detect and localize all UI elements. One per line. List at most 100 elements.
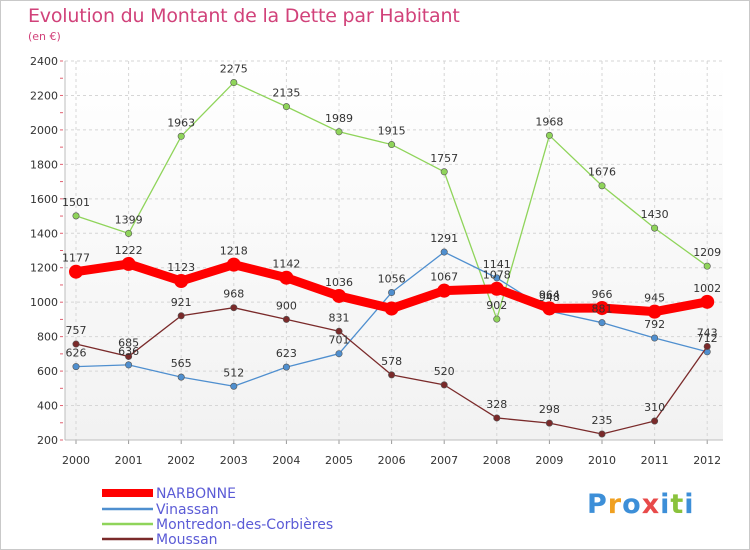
data-label: 1915 — [378, 125, 406, 138]
data-label: 902 — [486, 299, 507, 312]
data-label: 1501 — [62, 196, 90, 209]
data-point — [177, 312, 185, 320]
series-2 — [72, 79, 711, 323]
data-label: 966 — [592, 288, 613, 301]
data-point — [647, 304, 662, 319]
y-tick-label: 2200 — [30, 89, 58, 102]
data-label: 948 — [539, 291, 560, 304]
data-point — [332, 288, 346, 303]
data-point — [440, 381, 448, 389]
x-tick-label: 2007 — [430, 454, 458, 467]
x-tick-label: 2006 — [378, 454, 406, 467]
data-point — [335, 128, 343, 136]
data-label: 964 — [539, 288, 560, 301]
x-tick-label: 2003 — [220, 454, 248, 467]
y-tick-label: 1200 — [30, 262, 58, 275]
data-label: 310 — [644, 401, 665, 414]
data-point — [493, 414, 501, 422]
data-point — [651, 334, 659, 342]
data-label: 743 — [697, 326, 718, 339]
data-point — [545, 131, 553, 139]
data-label: 1218 — [220, 245, 248, 258]
data-point — [125, 229, 133, 237]
data-label: 235 — [592, 414, 613, 427]
data-label: 701 — [329, 334, 350, 347]
data-point — [388, 371, 396, 379]
logo-letter: t — [670, 489, 685, 520]
logo-letter: o — [622, 489, 642, 520]
data-label: 2135 — [272, 87, 300, 100]
data-point — [703, 342, 711, 350]
data-label: 685 — [118, 336, 139, 349]
data-point — [651, 417, 659, 425]
data-label: 712 — [697, 332, 718, 345]
data-point — [177, 132, 185, 140]
data-point — [489, 281, 504, 296]
plot-area — [65, 61, 723, 440]
x-tick-label: 2009 — [535, 454, 563, 467]
data-label: 636 — [118, 345, 139, 358]
data-label: 1757 — [430, 152, 458, 165]
y-tick-label: 1400 — [30, 227, 58, 240]
data-label: 512 — [223, 366, 244, 379]
data-label: 565 — [171, 357, 192, 370]
data-point — [282, 363, 290, 371]
data-label: 1142 — [272, 258, 300, 271]
data-point — [125, 352, 133, 360]
data-point — [174, 273, 189, 288]
x-tick-label: 2004 — [272, 454, 300, 467]
series-3 — [72, 304, 711, 438]
x-tick-label: 2002 — [167, 454, 195, 467]
data-point — [121, 256, 136, 271]
data-label: 1056 — [378, 273, 406, 286]
data-point — [282, 103, 290, 111]
data-label: 757 — [66, 324, 87, 337]
y-tick-label: 400 — [37, 400, 58, 413]
data-point — [230, 304, 238, 312]
data-label: 1123 — [167, 261, 195, 274]
data-label: 881 — [592, 303, 613, 316]
data-label: 2275 — [220, 63, 248, 76]
data-point — [595, 301, 609, 316]
legend-label-2: Montredon-des-Corbières — [156, 517, 333, 533]
data-label: 1676 — [588, 166, 616, 179]
data-point — [493, 274, 501, 282]
data-label: 520 — [434, 365, 455, 378]
data-point — [700, 294, 715, 309]
y-tick-label: 2000 — [30, 124, 58, 137]
data-label: 1067 — [430, 271, 458, 284]
chart-title: Evolution du Montant de la Dette par Hab… — [28, 5, 460, 27]
data-point — [72, 212, 80, 220]
logo-letter: i — [684, 489, 695, 520]
series-0 — [69, 256, 715, 319]
legend-label-0: NARBONNE — [156, 486, 236, 502]
data-point — [493, 315, 501, 323]
data-label: 626 — [66, 347, 87, 360]
data-point — [282, 315, 290, 323]
logo-letter: P — [587, 489, 608, 520]
data-point — [598, 182, 606, 190]
data-point — [384, 301, 399, 316]
proxiti-logo: Proxiti — [587, 489, 695, 520]
y-tick-label: 1600 — [30, 193, 58, 206]
data-label: 1078 — [483, 269, 511, 282]
x-tick-label: 2008 — [483, 454, 511, 467]
data-point — [230, 79, 238, 87]
y-tick-label: 600 — [37, 365, 58, 378]
data-point — [598, 319, 606, 327]
data-point — [230, 382, 238, 390]
data-label: 623 — [276, 347, 297, 360]
x-tick-label: 2001 — [115, 454, 143, 467]
data-point — [545, 419, 553, 427]
data-label: 1963 — [167, 116, 195, 129]
data-point — [226, 257, 241, 272]
logo-letter: i — [660, 489, 671, 520]
x-tick-label: 2011 — [641, 454, 669, 467]
data-label: 1430 — [641, 208, 669, 221]
data-label: 945 — [644, 292, 665, 305]
data-label: 1399 — [115, 213, 143, 226]
data-point — [542, 301, 557, 316]
x-tick-label: 2010 — [588, 454, 616, 467]
